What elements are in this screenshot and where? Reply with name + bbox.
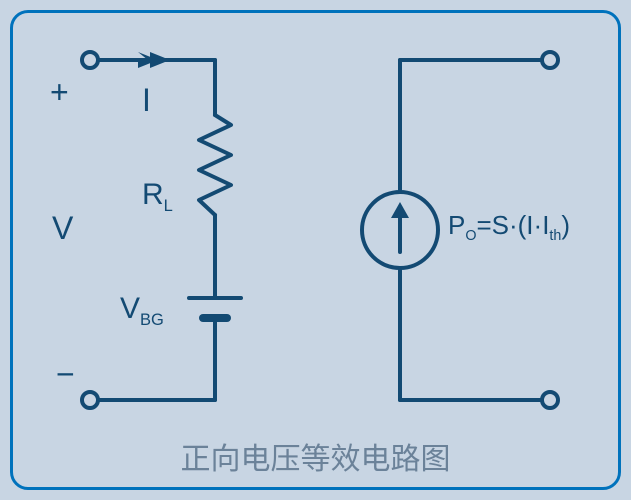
label-minus: −	[56, 358, 75, 390]
label-PO-sub2: th	[549, 228, 561, 244]
label-plus: +	[50, 76, 69, 108]
label-I: I	[142, 84, 151, 116]
label-RL-main: R	[142, 178, 164, 211]
label-VBG-main: V	[120, 292, 140, 325]
label-PO: PO=S·(I·Ith)	[448, 212, 570, 243]
label-VBG: VBG	[120, 294, 164, 329]
label-PO-tail2: )	[561, 210, 570, 240]
label-V: V	[52, 212, 73, 244]
caption: 正向电压等效电路图	[0, 434, 631, 478]
label-PO-sub: O	[465, 228, 476, 244]
label-PO-main: P	[448, 210, 465, 240]
label-VBG-sub: BG	[140, 311, 164, 329]
label-RL: RL	[142, 180, 173, 215]
label-RL-sub: L	[164, 197, 173, 215]
diagram-frame	[10, 10, 621, 490]
label-PO-tail1: =S·(I·I	[476, 210, 549, 240]
